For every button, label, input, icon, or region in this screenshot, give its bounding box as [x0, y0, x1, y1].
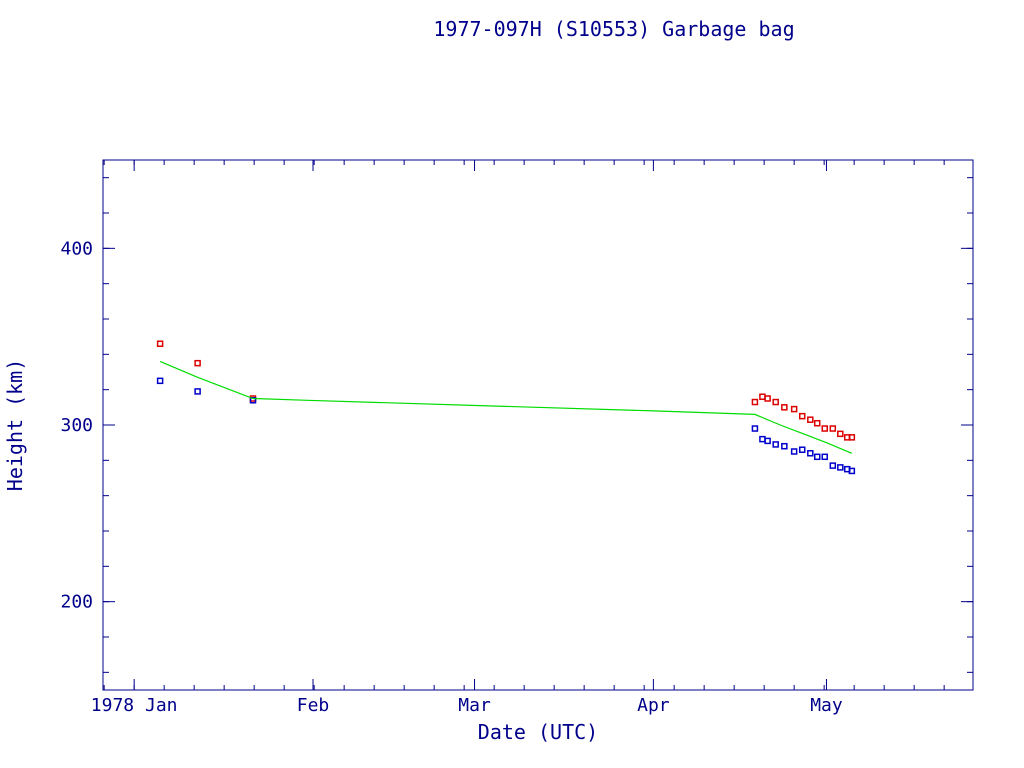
- apogee-point: [751, 398, 759, 406]
- apogee-point: [821, 425, 828, 432]
- plot-frame: [102, 159, 974, 691]
- apogee-point: [807, 416, 814, 423]
- perigee-point: [772, 441, 779, 448]
- perigee-point: [813, 453, 821, 461]
- x-tick-label: Mar: [458, 695, 491, 716]
- apogee-point: [759, 393, 766, 400]
- perigee-point: [837, 464, 844, 471]
- x-tick-label: May: [810, 695, 843, 716]
- y-tick-label: 200: [60, 592, 93, 613]
- mean-line: [159, 360, 853, 454]
- apogee-point: [837, 430, 844, 438]
- perigee-point: [848, 467, 856, 475]
- perigee-point: [790, 448, 798, 455]
- perigee-point: [194, 388, 201, 395]
- apogee-point: [790, 405, 798, 413]
- tick-labels: 1978 Jan Feb Mar Apr May 200 300 400: [60, 238, 842, 716]
- y-tick-label: 400: [60, 238, 93, 259]
- x-tick-label: 1978 Jan: [91, 695, 178, 716]
- apogee-point: [798, 412, 806, 420]
- perigee-point: [807, 450, 814, 457]
- perigee-point: [821, 453, 828, 461]
- perigee-point: [759, 435, 766, 443]
- apogee-point: [764, 395, 771, 402]
- x-tick-label: Feb: [297, 695, 330, 716]
- apogee-point: [829, 425, 837, 432]
- perigee-point: [751, 425, 759, 432]
- series-layer: [156, 340, 856, 475]
- x-axis-label: Date (UTC): [478, 720, 598, 744]
- perigee-point: [764, 437, 771, 445]
- perigee-point: [798, 446, 806, 453]
- apogee-point: [813, 419, 821, 427]
- axis-ticks: [103, 160, 973, 690]
- apogee-point: [781, 404, 788, 411]
- apogee-point: [156, 340, 164, 347]
- perigee-point: [249, 397, 257, 404]
- chart-title: 1977-097H (S10553) Garbage bag: [433, 17, 794, 41]
- apogee-point: [194, 359, 201, 367]
- apogee-point: [848, 434, 856, 441]
- perigee-point: [156, 377, 164, 385]
- perigee-point: [829, 462, 837, 469]
- perigee-point: [781, 442, 788, 450]
- y-tick-label: 300: [60, 415, 93, 436]
- y-axis-label: Height (km): [3, 359, 27, 491]
- x-tick-label: Apr: [637, 695, 670, 716]
- apogee-point: [772, 398, 779, 406]
